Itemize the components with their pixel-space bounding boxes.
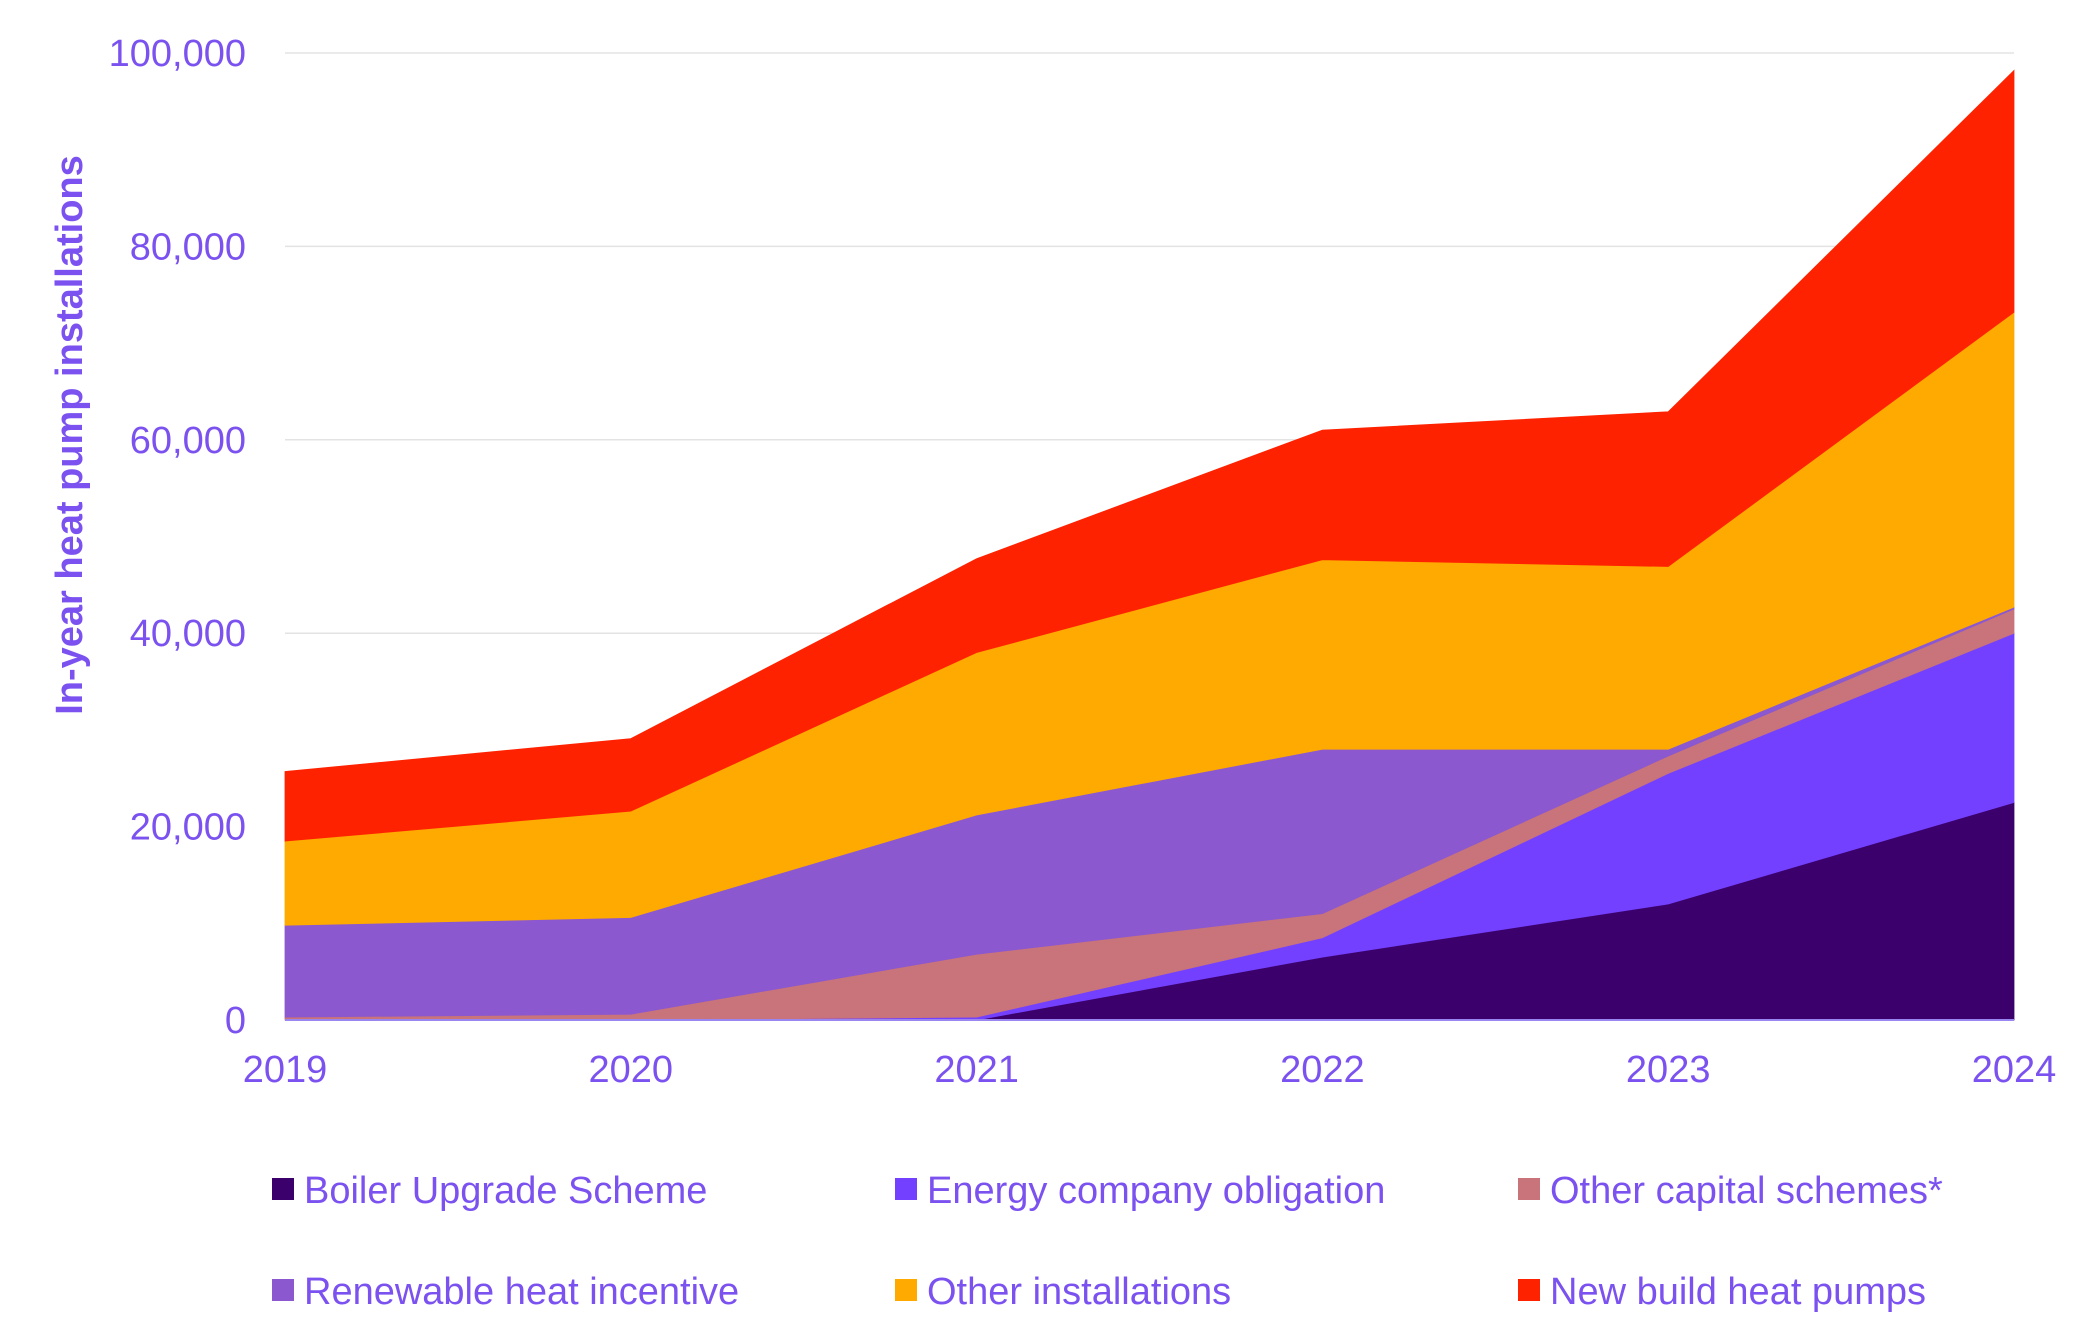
x-tick-label: 2021 bbox=[934, 1049, 1019, 1091]
x-tick-label: 2020 bbox=[589, 1049, 674, 1091]
legend-swatch-other-capital-schemes bbox=[1518, 1178, 1540, 1200]
legend-swatch-other-installations bbox=[895, 1279, 917, 1301]
x-tick-label: 2019 bbox=[243, 1049, 328, 1091]
legend: Boiler Upgrade Scheme Energy company obli… bbox=[272, 1170, 1943, 1313]
x-tick-label: 2023 bbox=[1626, 1049, 1711, 1091]
y-tick-label: 0 bbox=[225, 1000, 246, 1042]
y-axis-ticks: 0 20,000 40,000 60,000 80,000 100,000 bbox=[109, 33, 246, 1042]
y-tick-label: 60,000 bbox=[130, 420, 246, 462]
x-tick-label: 2024 bbox=[1972, 1049, 2057, 1091]
y-tick-label: 20,000 bbox=[130, 807, 246, 849]
x-tick-label: 2022 bbox=[1280, 1049, 1365, 1091]
legend-swatch-boiler-upgrade-scheme bbox=[272, 1178, 294, 1200]
y-axis-title: In-year heat pump installations bbox=[49, 155, 91, 715]
legend-swatch-energy-company-obligation bbox=[895, 1178, 917, 1200]
legend-label-energy-company-obligation: Energy company obligation bbox=[927, 1170, 1385, 1212]
area-new-build-heat-pumps bbox=[284, 69, 2015, 842]
stacked-areas bbox=[284, 69, 2015, 1021]
legend-label-boiler-upgrade-scheme: Boiler Upgrade Scheme bbox=[304, 1170, 707, 1212]
legend-swatch-new-build-heat-pumps bbox=[1518, 1279, 1540, 1301]
legend-label-renewable-heat-incentive: Renewable heat incentive bbox=[304, 1271, 739, 1313]
y-tick-label: 40,000 bbox=[130, 613, 246, 655]
y-tick-label: 80,000 bbox=[130, 226, 246, 268]
legend-label-other-capital-schemes: Other capital schemes* bbox=[1550, 1170, 1943, 1212]
legend-label-other-installations: Other installations bbox=[927, 1271, 1231, 1313]
y-tick-label: 100,000 bbox=[109, 33, 246, 75]
legend-label-new-build-heat-pumps: New build heat pumps bbox=[1550, 1271, 1926, 1313]
legend-swatch-renewable-heat-incentive bbox=[272, 1279, 294, 1301]
x-axis-ticks: 2019 2020 2021 2022 2023 2024 bbox=[243, 1049, 2057, 1091]
